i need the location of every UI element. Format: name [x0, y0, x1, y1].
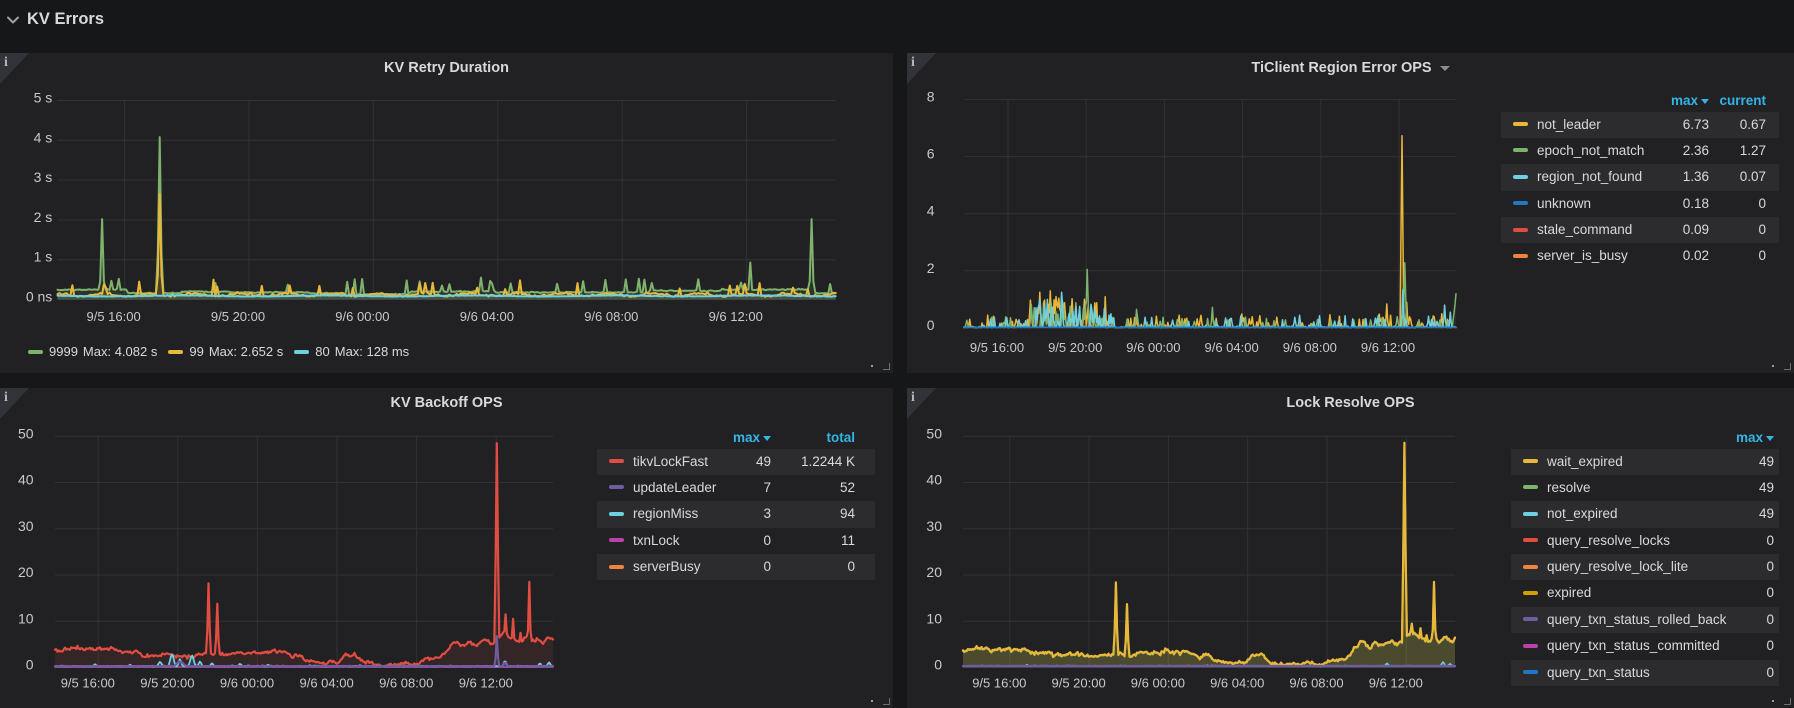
- svg-text:9/6 12:00: 9/6 12:00: [459, 676, 513, 691]
- svg-text:9/5 20:00: 9/5 20:00: [1048, 340, 1102, 355]
- svg-text:2: 2: [927, 260, 935, 276]
- svg-text:9/6 08:00: 9/6 08:00: [584, 309, 638, 324]
- svg-text:9/6 08:00: 9/6 08:00: [379, 676, 433, 691]
- svg-text:0: 0: [26, 657, 34, 673]
- svg-text:1 s: 1 s: [34, 249, 53, 265]
- svg-text:9/6 04:00: 9/6 04:00: [460, 309, 514, 324]
- svg-text:9/6 08:00: 9/6 08:00: [1289, 676, 1343, 691]
- svg-text:9/6 08:00: 9/6 08:00: [1283, 340, 1337, 355]
- svg-text:0: 0: [927, 317, 935, 333]
- svg-text:2 s: 2 s: [34, 209, 53, 225]
- svg-text:8: 8: [927, 88, 935, 104]
- svg-text:10: 10: [926, 610, 942, 626]
- svg-text:3 s: 3 s: [34, 169, 53, 185]
- svg-text:9/5 20:00: 9/5 20:00: [1051, 676, 1105, 691]
- svg-text:9/6 04:00: 9/6 04:00: [1204, 340, 1258, 355]
- svg-text:9/6 00:00: 9/6 00:00: [335, 309, 389, 324]
- svg-text:50: 50: [18, 425, 34, 441]
- svg-text:9/5 16:00: 9/5 16:00: [972, 676, 1026, 691]
- svg-text:5 s: 5 s: [34, 90, 53, 106]
- svg-text:9/5 20:00: 9/5 20:00: [211, 309, 265, 324]
- svg-text:9/5 16:00: 9/5 16:00: [970, 340, 1024, 355]
- svg-text:20: 20: [926, 564, 942, 580]
- svg-text:10: 10: [18, 610, 34, 626]
- svg-text:9/6 12:00: 9/6 12:00: [1369, 676, 1423, 691]
- svg-text:9/5 20:00: 9/5 20:00: [140, 676, 194, 691]
- svg-text:6: 6: [927, 146, 935, 162]
- svg-text:30: 30: [18, 518, 34, 534]
- svg-text:20: 20: [18, 564, 34, 580]
- svg-text:50: 50: [926, 425, 942, 441]
- svg-text:0 ns: 0 ns: [26, 289, 52, 305]
- svg-text:4: 4: [927, 203, 935, 219]
- svg-text:9/6 04:00: 9/6 04:00: [299, 676, 353, 691]
- svg-text:9/5 16:00: 9/5 16:00: [86, 309, 140, 324]
- svg-text:9/5 16:00: 9/5 16:00: [61, 676, 115, 691]
- svg-text:40: 40: [926, 472, 942, 488]
- svg-text:9/6 00:00: 9/6 00:00: [220, 676, 274, 691]
- svg-text:9/6 00:00: 9/6 00:00: [1131, 676, 1185, 691]
- svg-text:30: 30: [926, 518, 942, 534]
- svg-text:9/6 12:00: 9/6 12:00: [1361, 340, 1415, 355]
- svg-text:0: 0: [934, 657, 942, 673]
- svg-text:9/6 04:00: 9/6 04:00: [1210, 676, 1264, 691]
- svg-text:4 s: 4 s: [34, 129, 53, 145]
- svg-text:9/6 00:00: 9/6 00:00: [1126, 340, 1180, 355]
- svg-text:9/6 12:00: 9/6 12:00: [709, 309, 763, 324]
- svg-text:40: 40: [18, 472, 34, 488]
